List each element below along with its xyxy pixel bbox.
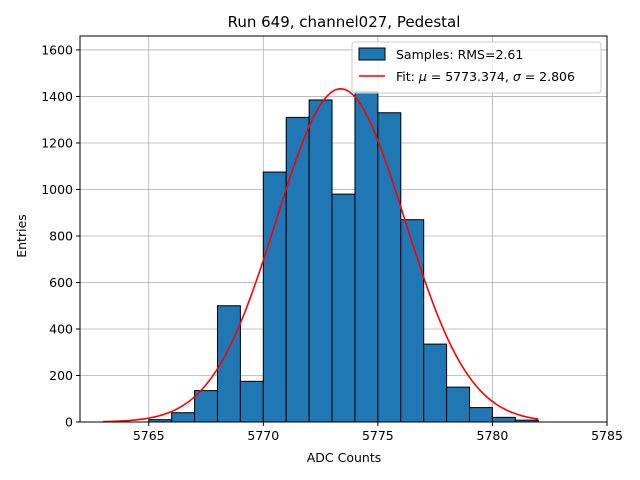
histogram-bar	[400, 219, 425, 423]
histogram-bar	[491, 416, 516, 423]
y-axis-label: Entries	[14, 214, 29, 258]
legend-samples-swatch	[358, 47, 386, 61]
y-tick-label: 1600	[41, 42, 73, 57]
histogram-bar	[446, 386, 471, 423]
bars-layer	[148, 91, 539, 423]
y-tick-label: 600	[49, 275, 73, 290]
y-tick-label: 1000	[41, 182, 73, 197]
x-tick-label: 5775	[362, 428, 394, 443]
histogram-bar	[171, 412, 196, 423]
y-tick-label: 0	[65, 415, 73, 430]
x-tick-label: 5785	[591, 428, 623, 443]
gaussian-fit-curve	[102, 87, 539, 423]
x-tick-label: 5770	[247, 428, 279, 443]
histogram-bar	[285, 116, 310, 423]
y-tick-label: 800	[49, 228, 73, 243]
legend: Samples: RMS=2.61 Fit: μ = 5773.374, σ =…	[351, 41, 602, 94]
y-tick-label: 1200	[41, 135, 73, 150]
histogram-bar	[423, 343, 448, 423]
histogram-bar	[239, 380, 264, 423]
histogram-bar	[308, 99, 333, 423]
legend-box	[351, 41, 602, 94]
histogram-bar	[469, 407, 493, 423]
histogram-bar	[377, 112, 402, 423]
histogram-bar	[331, 193, 356, 423]
fit-layer	[102, 87, 539, 423]
y-tick-label: 400	[49, 321, 73, 336]
histogram-bar	[354, 91, 379, 423]
x-tick-label: 5780	[477, 428, 509, 443]
legend-samples-label: Samples: RMS=2.61	[396, 47, 523, 62]
histogram-bar	[262, 171, 287, 423]
legend-fit-label: Fit: μ = 5773.374, σ = 2.806	[396, 69, 575, 84]
x-axis-label: ADC Counts	[307, 450, 382, 465]
histogram-bar	[194, 390, 218, 423]
y-tick-label: 1400	[41, 89, 73, 104]
y-tick-label: 200	[49, 368, 73, 383]
plot-frame	[79, 35, 608, 423]
chart-title: Run 649, channel027, Pedestal	[228, 13, 461, 31]
ticks-layer: 5765 5770 5775 5780 5785 0 200 400 600 800 1000 120…	[41, 42, 623, 443]
x-tick-label: 5765	[133, 428, 165, 443]
